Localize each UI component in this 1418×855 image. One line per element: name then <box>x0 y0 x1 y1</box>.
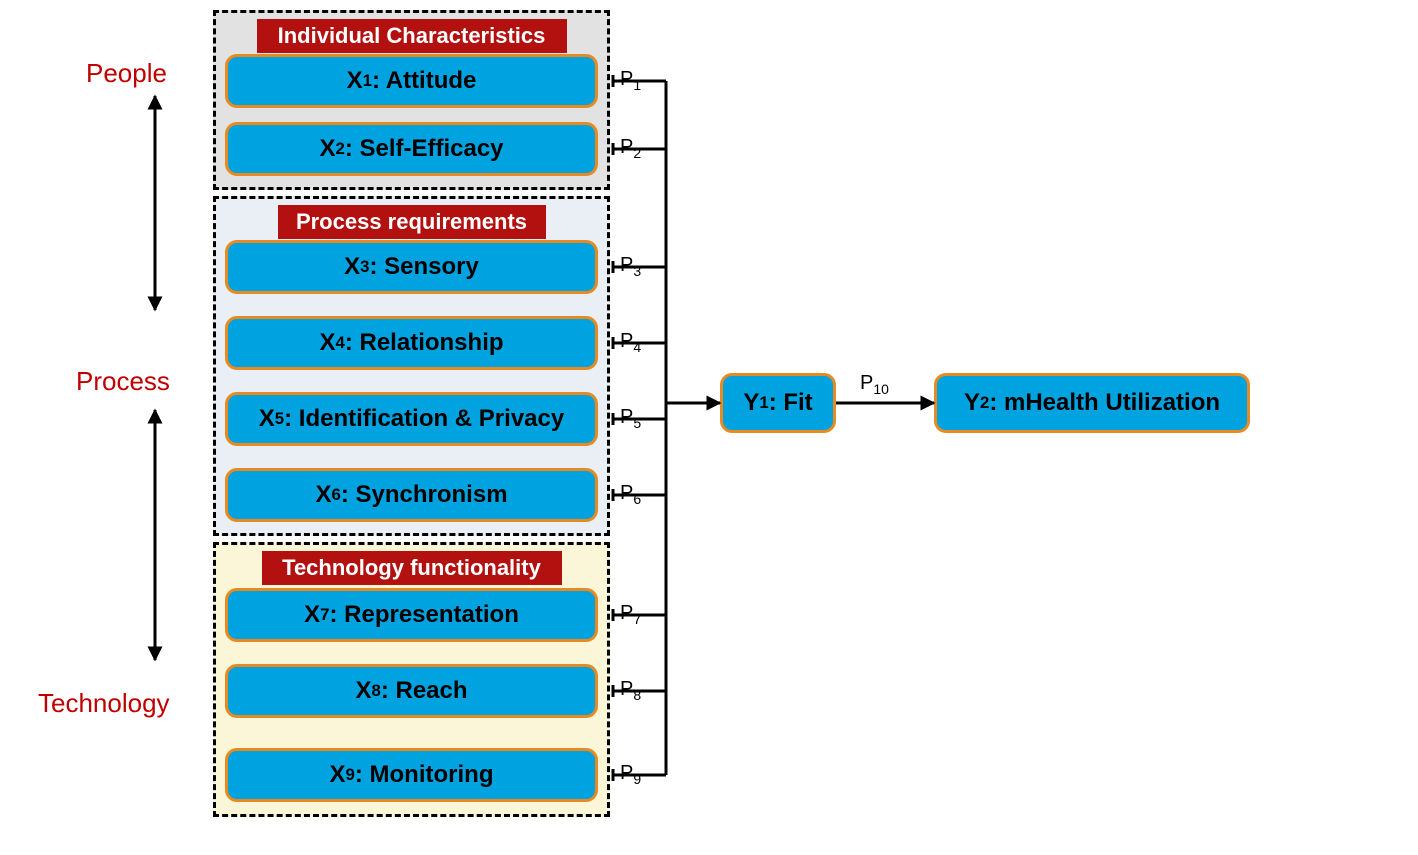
path-label-p2: P2 <box>620 136 641 161</box>
variable-box-x7: X7: Representation <box>225 588 598 642</box>
path-label-p10: P10 <box>860 372 889 397</box>
side-label-process: Process <box>76 366 170 397</box>
path-label-p9: P9 <box>620 762 641 787</box>
variable-box-x8: X8: Reach <box>225 664 598 718</box>
outcome-box-y1: Y1: Fit <box>720 373 836 433</box>
path-label-p8: P8 <box>620 678 641 703</box>
path-label-p6: P6 <box>620 482 641 507</box>
path-label-p4: P4 <box>620 330 641 355</box>
path-label-p1: P1 <box>620 68 641 93</box>
variable-box-x6: X6: Synchronism <box>225 468 598 522</box>
side-label-people: People <box>86 58 167 89</box>
outcome-box-y2: Y2: mHealth Utilization <box>934 373 1250 433</box>
path-label-p3: P3 <box>620 254 641 279</box>
variable-box-x9: X9: Monitoring <box>225 748 598 802</box>
variable-box-x3: X3: Sensory <box>225 240 598 294</box>
variable-box-x1: X1: Attitude <box>225 54 598 108</box>
variable-box-x5: X5: Identification & Privacy <box>225 392 598 446</box>
variable-box-x4: X4: Relationship <box>225 316 598 370</box>
path-label-p5: P5 <box>620 406 641 431</box>
group-header-group1: Individual Characteristics <box>257 19 567 53</box>
side-label-technology: Technology <box>38 688 170 719</box>
group-header-group3: Technology functionality <box>262 551 562 585</box>
diagram-root: Individual Characteristics Process requir… <box>0 0 1418 855</box>
path-label-p7: P7 <box>620 602 641 627</box>
group-header-group2: Process requirements <box>278 205 546 239</box>
variable-box-x2: X2: Self-Efficacy <box>225 122 598 176</box>
